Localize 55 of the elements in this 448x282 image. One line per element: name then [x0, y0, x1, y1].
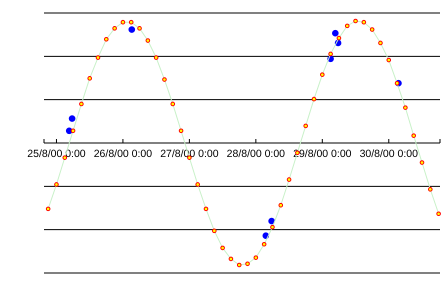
point	[394, 80, 400, 86]
point	[195, 182, 200, 187]
point	[403, 105, 408, 110]
point	[362, 20, 366, 25]
point	[312, 96, 316, 102]
x-tick-label: 27/8/00 0:00	[160, 148, 219, 160]
point	[303, 124, 308, 128]
point	[386, 58, 392, 62]
x-tick-label: 28/8/00 0:00	[226, 148, 286, 160]
point	[128, 20, 134, 25]
point	[204, 206, 208, 212]
point	[146, 38, 150, 43]
point	[328, 52, 333, 56]
x-tick-label: 30/8/00 0:00	[360, 148, 418, 160]
point	[262, 242, 266, 247]
point	[128, 26, 136, 33]
point	[54, 182, 59, 187]
point	[332, 30, 339, 36]
point	[344, 24, 350, 28]
point	[228, 256, 234, 262]
point	[436, 211, 441, 216]
point	[68, 115, 76, 122]
point	[428, 187, 433, 192]
point	[162, 77, 167, 82]
point	[270, 224, 275, 230]
point	[268, 218, 275, 224]
point	[378, 40, 383, 46]
point	[254, 255, 258, 260]
point	[46, 206, 50, 212]
point	[236, 262, 242, 268]
point	[212, 228, 217, 234]
x-tick-label: 29/8/00 0:00	[293, 148, 352, 160]
x-tick-label: 26/8/00 0:00	[94, 148, 152, 160]
point	[411, 133, 416, 138]
point	[170, 102, 176, 106]
point	[320, 72, 325, 77]
point	[420, 160, 424, 165]
point	[154, 55, 158, 60]
point	[286, 177, 292, 182]
point	[245, 261, 250, 266]
point	[112, 26, 117, 31]
point	[120, 20, 126, 25]
point	[178, 128, 184, 134]
point	[96, 55, 100, 60]
point	[104, 37, 109, 42]
point	[137, 26, 142, 31]
x-tick-label: 25/8/00 0:00	[27, 148, 86, 160]
point	[87, 76, 92, 81]
point	[79, 102, 84, 106]
point	[220, 246, 225, 250]
point	[70, 128, 76, 134]
point	[370, 27, 374, 32]
point	[336, 36, 342, 40]
point	[278, 202, 284, 208]
point	[353, 18, 358, 24]
